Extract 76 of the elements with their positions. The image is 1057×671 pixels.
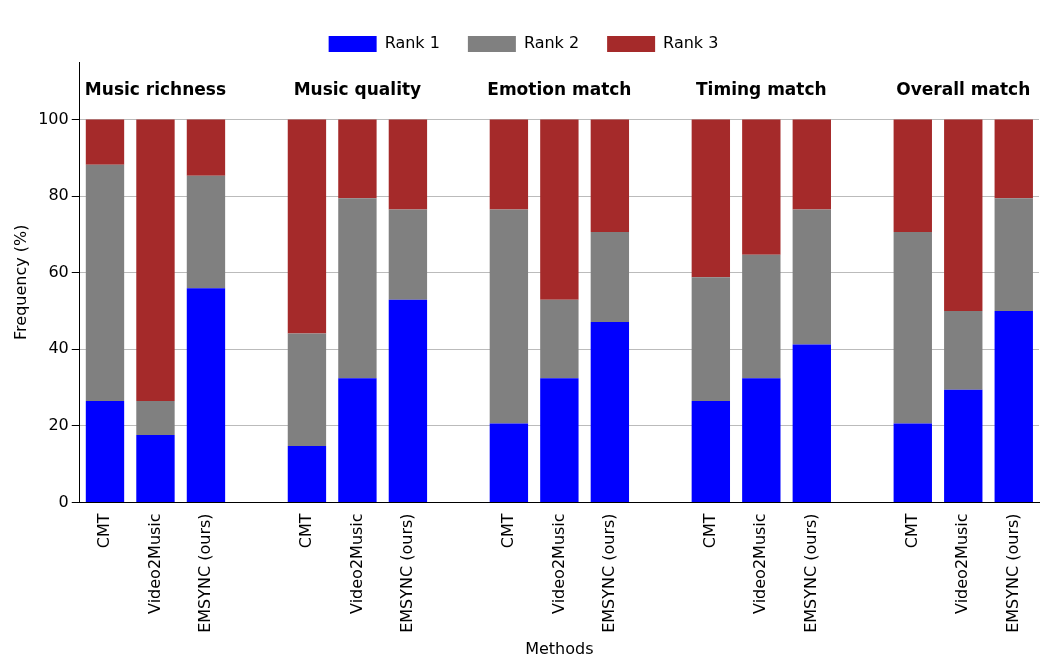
bar	[287, 119, 327, 334]
annotation: Music quality	[293, 79, 422, 100]
bar	[792, 209, 831, 345]
bar	[338, 198, 377, 379]
bar	[186, 288, 226, 502]
bar	[287, 446, 327, 502]
bar	[136, 400, 175, 435]
bar	[186, 175, 226, 289]
x-tick-label: CMT	[296, 513, 316, 549]
legend-label: Rank 3	[663, 33, 719, 53]
bar	[742, 254, 781, 379]
x-tick-label: CMT	[901, 513, 921, 549]
y-axis-title: Frequency (%)	[10, 224, 30, 340]
bar	[742, 378, 781, 502]
legend-label: Rank 1	[384, 33, 440, 53]
bar	[540, 299, 579, 379]
bar	[944, 310, 983, 390]
x-tick-label: EMSYNC (ours)	[599, 513, 619, 633]
bar	[136, 435, 175, 502]
bar	[338, 378, 377, 502]
annotation: Emotion match	[487, 79, 632, 100]
bar	[994, 310, 1033, 502]
y-tick-label: 80	[48, 185, 69, 205]
annotation: Overall match	[896, 79, 1031, 100]
bar	[85, 119, 125, 165]
x-tick-label: CMT	[498, 513, 518, 549]
bar	[691, 277, 731, 401]
bar	[338, 119, 377, 199]
x-tick-label: CMT	[94, 513, 114, 549]
x-tick-label: Video2Music	[952, 513, 972, 614]
bar	[792, 344, 831, 502]
bar	[540, 119, 579, 300]
y-tick-label: 100	[38, 108, 69, 128]
bar	[590, 232, 630, 323]
y-tick-label: 0	[58, 491, 69, 511]
x-tick-label: EMSYNC (ours)	[800, 513, 820, 633]
bar	[489, 209, 529, 424]
x-tick-label: Video2Music	[548, 513, 568, 614]
y-tick-label: 20	[48, 414, 69, 434]
bar	[691, 119, 731, 278]
bar	[489, 119, 529, 210]
bar	[994, 119, 1033, 199]
bar	[691, 400, 731, 502]
bar	[489, 423, 529, 502]
bar	[893, 232, 932, 424]
bar	[287, 333, 327, 447]
bar	[944, 119, 983, 311]
bar	[85, 400, 125, 502]
bar	[944, 389, 983, 502]
bar	[388, 209, 428, 300]
legend-label: Rank 2	[523, 33, 580, 53]
bar	[85, 164, 125, 401]
bar	[136, 119, 175, 401]
bar	[893, 423, 932, 502]
annotation: Music richness	[84, 79, 227, 100]
bar	[186, 119, 226, 176]
bar	[590, 119, 630, 233]
bar	[994, 198, 1033, 311]
x-axis-title: Methods	[525, 638, 594, 658]
annotation: Timing match	[695, 79, 827, 100]
x-tick-label: Video2Music	[346, 513, 366, 614]
bar	[540, 378, 579, 502]
bar	[792, 119, 831, 210]
bar	[742, 119, 781, 255]
bar	[590, 322, 630, 502]
bar	[388, 299, 428, 502]
bar	[893, 119, 932, 233]
y-tick-label: 40	[48, 338, 69, 358]
x-tick-label: EMSYNC (ours)	[397, 513, 417, 633]
x-tick-label: EMSYNC (ours)	[1002, 513, 1022, 633]
y-tick-label: 60	[48, 261, 69, 281]
x-tick-label: Video2Music	[750, 513, 770, 614]
x-tick-label: Video2Music	[144, 513, 164, 614]
x-tick-label: CMT	[699, 513, 719, 549]
x-tick-label: EMSYNC (ours)	[195, 513, 215, 633]
bar	[388, 119, 428, 210]
